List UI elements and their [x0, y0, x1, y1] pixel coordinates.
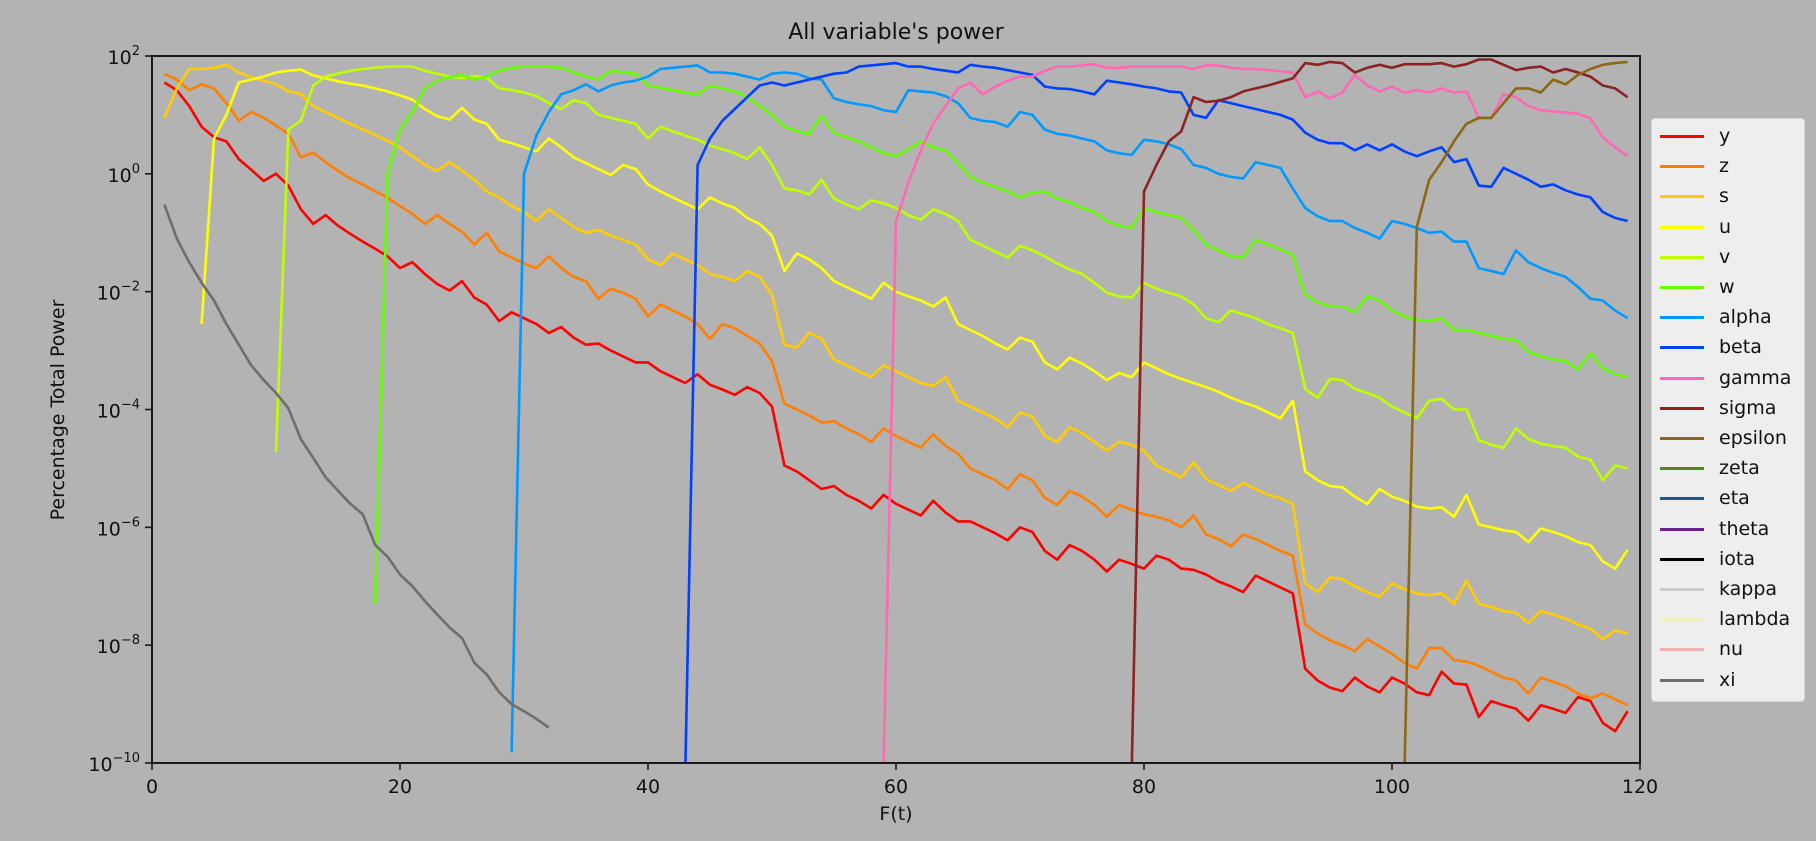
y-axis: 102 100 10−2 10−4 10−6 10−8 10−10: [88, 44, 152, 776]
legend-swatch-icon: [1660, 316, 1704, 320]
legend-label: s: [1719, 185, 1729, 208]
legend-label: v: [1719, 245, 1731, 268]
legend-label: lambda: [1719, 608, 1791, 631]
legend-item-sigma: sigma: [1652, 396, 1802, 420]
legend-item-s: s: [1652, 184, 1802, 208]
y-tick-label: 10−8: [97, 633, 140, 658]
x-tick-label: 40: [636, 776, 660, 798]
legend-swatch-icon: [1660, 135, 1704, 138]
legend-label: epsilon: [1719, 427, 1787, 449]
legend-item-nu: nu: [1652, 637, 1802, 661]
x-axis-label: F(t): [879, 803, 913, 825]
legend: y z s u v w alpha beta gamma sigma epsilon zeta eta t…: [1651, 118, 1805, 702]
x-tick-label: 100: [1374, 776, 1410, 798]
legend-item-zeta: zeta: [1652, 456, 1802, 480]
x-tick-label: 60: [884, 776, 908, 798]
legend-swatch-icon: [1660, 557, 1704, 561]
legend-item-epsilon: epsilon: [1652, 426, 1802, 450]
legend-item-xi: xi: [1652, 668, 1802, 692]
legend-item-gamma: gamma: [1652, 366, 1802, 390]
chart-title: All variable's power: [788, 20, 1004, 45]
series-line-xi: [163, 204, 550, 729]
legend-item-z: z: [1652, 154, 1802, 178]
legend-item-kappa: kappa: [1652, 577, 1802, 601]
legend-item-theta: theta: [1652, 517, 1802, 541]
legend-item-alpha: alpha: [1652, 305, 1802, 329]
legend-swatch-icon: [1660, 346, 1704, 350]
legend-swatch-icon: [1660, 527, 1704, 531]
legend-swatch-icon: [1660, 255, 1704, 259]
legend-swatch-icon: [1660, 406, 1704, 410]
legend-item-beta: beta: [1652, 335, 1802, 359]
legend-label: u: [1719, 215, 1732, 238]
legend-item-u: u: [1652, 215, 1802, 239]
legend-item-eta: eta: [1652, 486, 1802, 510]
legend-label: w: [1719, 276, 1735, 298]
legend-label: sigma: [1719, 396, 1777, 419]
y-tick-label: 10−2: [97, 280, 140, 305]
legend-item-iota: iota: [1652, 547, 1802, 571]
legend-swatch-icon: [1660, 195, 1704, 199]
y-tick-label: 10−4: [97, 398, 140, 423]
legend-item-v: v: [1652, 245, 1802, 269]
y-tick-label: 102: [108, 44, 140, 69]
x-tick-label: 80: [1132, 776, 1156, 798]
legend-label: gamma: [1719, 366, 1792, 389]
series-layer: [163, 58, 1629, 763]
x-tick-label: 20: [388, 776, 412, 798]
x-axis: 0 20 40 60 80 100 120: [146, 763, 1658, 798]
legend-label: alpha: [1719, 306, 1772, 329]
y-axis-label: Percentage Total Power: [47, 299, 69, 521]
legend-item-y: y: [1652, 124, 1802, 148]
legend-label: iota: [1719, 547, 1755, 570]
legend-label: eta: [1719, 487, 1750, 510]
legend-label: beta: [1719, 336, 1762, 359]
legend-swatch-icon: [1660, 588, 1704, 591]
series-line-y: [163, 81, 1629, 733]
legend-swatch-icon: [1660, 467, 1704, 471]
series-line-w: [373, 65, 1628, 604]
series-line-beta: [684, 61, 1628, 763]
legend-swatch-icon: [1660, 376, 1704, 380]
legend-label: nu: [1719, 638, 1744, 661]
legend-label: z: [1719, 155, 1729, 178]
legend-item-lambda: lambda: [1652, 607, 1802, 631]
legend-swatch-icon: [1660, 618, 1704, 622]
x-tick-label: 120: [1622, 776, 1658, 798]
series-line-sigma: [1130, 58, 1629, 763]
legend-label: xi: [1719, 668, 1736, 691]
legend-label: kappa: [1719, 578, 1778, 600]
legend-swatch-icon: [1660, 678, 1704, 682]
series-line-epsilon: [1403, 60, 1628, 763]
y-tick-label: 100: [108, 162, 140, 187]
series-line-alpha: [510, 64, 1629, 753]
legend-swatch-icon: [1660, 165, 1704, 169]
legend-label: zeta: [1719, 457, 1760, 480]
legend-swatch-icon: [1660, 497, 1704, 501]
legend-swatch-icon: [1660, 286, 1704, 289]
legend-swatch-icon: [1660, 437, 1704, 440]
plot-frame: [151, 55, 1641, 764]
series-line-gamma: [882, 62, 1629, 763]
legend-label: y: [1719, 125, 1731, 147]
y-tick-label: 10−6: [97, 515, 140, 540]
y-tick-label: 10−10: [88, 751, 140, 776]
series-line-v: [274, 65, 1628, 482]
legend-label: theta: [1719, 517, 1770, 540]
legend-item-w: w: [1652, 275, 1802, 299]
legend-swatch-icon: [1660, 648, 1704, 652]
series-line-z: [163, 72, 1629, 707]
series-line-s: [163, 63, 1628, 641]
series-line-u: [200, 68, 1629, 570]
x-tick-label: 0: [146, 776, 158, 798]
legend-swatch-icon: [1660, 225, 1704, 229]
